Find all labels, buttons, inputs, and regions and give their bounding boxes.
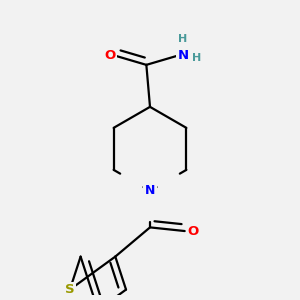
Text: O: O — [187, 224, 198, 238]
Text: H: H — [192, 52, 201, 63]
Text: S: S — [65, 283, 75, 296]
Text: H: H — [178, 34, 188, 44]
Text: O: O — [104, 49, 116, 62]
Text: N: N — [177, 49, 188, 62]
Text: N: N — [145, 184, 155, 197]
